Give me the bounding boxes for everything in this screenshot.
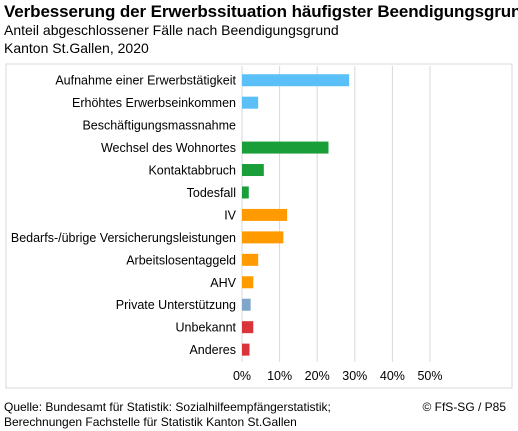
source-line-2: Berechnungen Fachstelle für Statistik Ka… — [4, 415, 297, 429]
source-note: Quelle: Bundesamt für Statistik: Sozialh… — [4, 400, 331, 430]
category-label: Bedarfs-/übrige Versicherungsleistungen — [11, 231, 236, 245]
category-label: Unbekannt — [176, 321, 237, 335]
bars — [242, 74, 350, 356]
category-label: Kontaktabbruch — [148, 164, 236, 178]
x-tick-label: 10% — [267, 369, 292, 383]
category-label: Private Unterstützung — [116, 298, 236, 312]
x-tick-label: 30% — [342, 369, 367, 383]
category-label: Aufnahme einer Erwerbstätigkeit — [55, 74, 236, 88]
x-tick-label: 0% — [233, 369, 251, 383]
source-line-1: Quelle: Bundesamt für Statistik: Sozialh… — [4, 400, 331, 414]
category-labels: Aufnahme einer Erwerbstätigkeit Erhöhtes … — [11, 74, 237, 357]
bar — [242, 276, 254, 289]
category-label: Arbeitslosentaggeld — [126, 253, 236, 267]
bar — [242, 96, 259, 109]
category-label: Wechsel des Wohnortes — [101, 141, 236, 155]
bar — [242, 321, 254, 334]
bar — [242, 231, 284, 244]
chart-title: Verbesserung der Erwerbssituation häufig… — [4, 2, 518, 21]
chart-subtitle-region-year: Kanton St.Gallen, 2020 — [4, 40, 149, 56]
chart-subtitle: Anteil abgeschlossener Fälle nach Beendi… — [4, 22, 339, 38]
x-tick-label: 20% — [305, 369, 330, 383]
copyright: © FfS-SG / P85 — [422, 400, 506, 414]
bar — [242, 343, 250, 356]
x-tick-label: 40% — [380, 369, 405, 383]
bar — [242, 208, 288, 221]
bar — [242, 186, 249, 199]
bar-chart: Aufnahme einer Erwerbstätigkeit Erhöhtes … — [5, 63, 513, 389]
x-tick-labels: 0% 10% 20% 30% 40% 50% — [233, 369, 443, 383]
bar — [242, 298, 251, 311]
bar — [242, 74, 350, 87]
x-tick-label: 50% — [417, 369, 442, 383]
plot-frame — [5, 63, 513, 389]
bar — [242, 253, 259, 266]
bar — [242, 164, 264, 177]
category-label: AHV — [210, 276, 236, 290]
category-label: Erhöhtes Erwerbseinkommen — [72, 96, 236, 110]
category-label: Beschäftigungsmassnahme — [82, 119, 236, 133]
category-label: Todesfall — [187, 186, 236, 200]
bar — [242, 141, 329, 154]
category-label: Anderes — [189, 343, 236, 357]
category-label: IV — [224, 208, 236, 222]
